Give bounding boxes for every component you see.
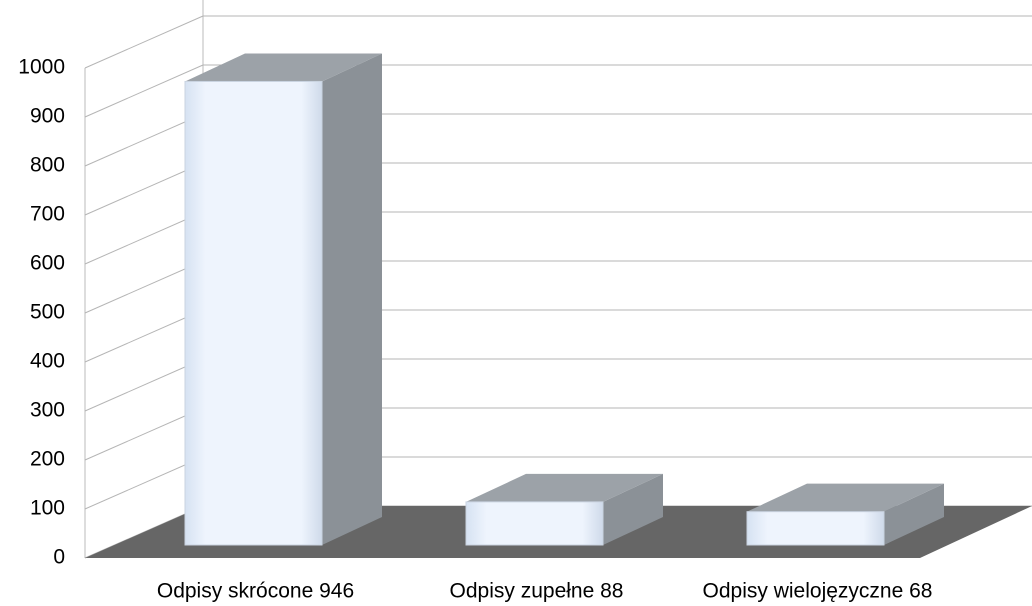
y-tick-label: 100 — [30, 497, 65, 520]
grid-line — [84, 456, 204, 510]
bar-top — [466, 473, 663, 502]
bar — [746, 511, 885, 546]
grid-line — [84, 309, 204, 363]
bar-top — [185, 53, 382, 82]
bar-side — [322, 53, 382, 546]
grid-line — [84, 15, 204, 69]
x-tick-label: Odpisy skrócone 946 — [157, 580, 354, 603]
y-tick-label: 800 — [30, 154, 65, 177]
y-tick-label: 0 — [53, 546, 65, 569]
bar-top — [747, 483, 944, 512]
bar-side — [884, 483, 944, 545]
y-tick-label: 1000 — [18, 56, 65, 79]
x-tick-label: Odpisy zupełne 88 — [450, 580, 624, 603]
x-tick-label: Odpisy wielojęzyczne 68 — [703, 580, 933, 603]
y-tick-label: 900 — [30, 105, 65, 128]
y-tick-label: 600 — [30, 252, 65, 275]
y-tick-label: 400 — [30, 350, 65, 373]
grid-line — [84, 64, 204, 118]
grid-line — [84, 407, 204, 461]
grid-line — [84, 162, 204, 216]
y-tick-label: 700 — [30, 203, 65, 226]
grid-line — [84, 113, 204, 167]
y-tick-label: 500 — [30, 301, 65, 324]
grid-line — [84, 358, 204, 412]
bar — [184, 80, 323, 546]
grid-line — [84, 211, 204, 265]
bar — [465, 501, 604, 546]
bar-side — [603, 473, 663, 545]
y-tick-label: 200 — [30, 448, 65, 471]
grid-line — [84, 260, 204, 314]
y-tick-label: 300 — [30, 399, 65, 422]
